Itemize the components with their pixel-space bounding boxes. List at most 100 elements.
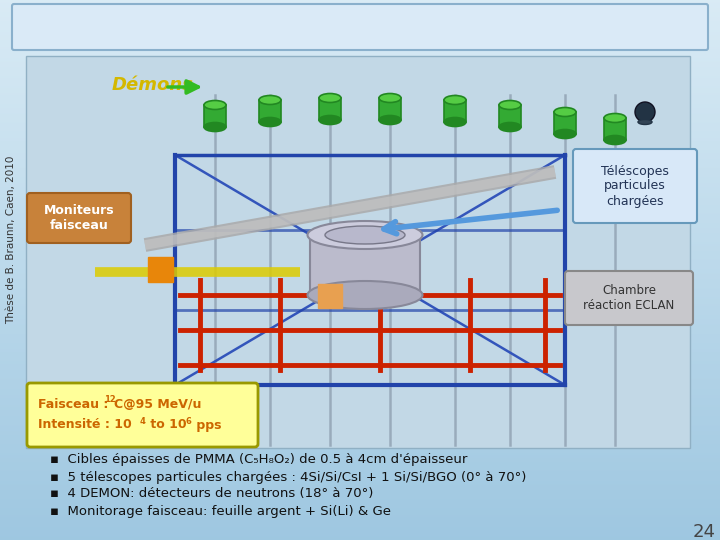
Bar [0,537,720,538]
Bar [0,227,720,228]
Bar [0,119,720,120]
Bar [0,320,720,321]
Bar [0,275,720,276]
Bar [0,16,720,17]
Bar [0,298,720,299]
Ellipse shape [307,281,423,309]
Bar [0,367,720,368]
Bar [0,20,720,21]
Bar [0,79,720,80]
Bar [0,348,720,349]
Bar [0,242,720,243]
Bar [0,293,720,294]
Bar [0,272,720,273]
Bar [0,82,720,83]
Bar [0,195,720,196]
Bar [0,264,720,265]
Bar [0,361,720,362]
Bar [0,265,720,266]
Bar [0,375,720,376]
Bar [0,157,720,158]
Bar [0,252,720,253]
Ellipse shape [554,107,576,117]
Bar [0,253,720,254]
Bar [0,5,720,6]
Bar [0,130,720,131]
Bar [0,182,720,183]
Bar [0,102,720,103]
Ellipse shape [604,113,626,123]
Bar [0,83,720,84]
Bar [0,34,720,35]
Bar [0,144,720,145]
Bar [0,378,720,379]
Bar [0,84,720,85]
Ellipse shape [204,123,226,132]
Bar [0,477,720,478]
Bar [0,316,720,317]
Bar [0,476,720,477]
Bar [0,35,720,36]
Bar [0,219,720,220]
Bar [0,299,720,300]
Ellipse shape [319,93,341,103]
Bar [0,390,720,391]
Bar [0,211,720,212]
Bar [0,240,720,241]
Bar [0,452,720,453]
Bar [0,354,720,355]
Bar [0,118,720,119]
Bar [0,199,720,200]
FancyBboxPatch shape [573,149,697,223]
Bar [0,371,720,372]
Ellipse shape [379,93,401,103]
Bar [0,497,720,498]
Bar [0,81,720,82]
Bar [0,503,720,504]
Bar [0,442,720,443]
Bar [0,263,720,264]
Bar [0,409,720,410]
Bar [0,90,720,91]
Bar [499,105,521,127]
Bar [0,89,720,90]
Bar [0,174,720,175]
FancyBboxPatch shape [565,271,693,325]
Bar [0,325,720,326]
Bar [0,333,720,334]
Bar [0,326,720,327]
Bar [0,161,720,162]
Bar [0,255,720,256]
Bar [0,95,720,96]
Bar [0,117,720,118]
Bar [0,207,720,208]
Bar [0,396,720,397]
Bar [0,159,720,160]
Bar [0,321,720,322]
Bar [0,414,720,415]
Bar [0,172,720,173]
FancyBboxPatch shape [27,383,258,447]
Bar [0,62,720,63]
Bar [0,443,720,444]
Bar [0,134,720,135]
Bar [0,291,720,292]
Bar [0,461,720,462]
Bar [0,250,720,251]
Bar [0,233,720,234]
Bar [0,132,720,133]
Bar [0,439,720,440]
Bar [0,274,720,275]
Bar [0,377,720,378]
Bar [0,15,720,16]
Bar [0,256,720,257]
Bar [0,487,720,488]
Bar [0,423,720,424]
Bar [0,32,720,33]
Bar [0,30,720,31]
Bar [0,311,720,312]
Bar [0,245,720,246]
Bar [0,9,720,10]
Bar [0,123,720,124]
Bar [0,0,720,1]
